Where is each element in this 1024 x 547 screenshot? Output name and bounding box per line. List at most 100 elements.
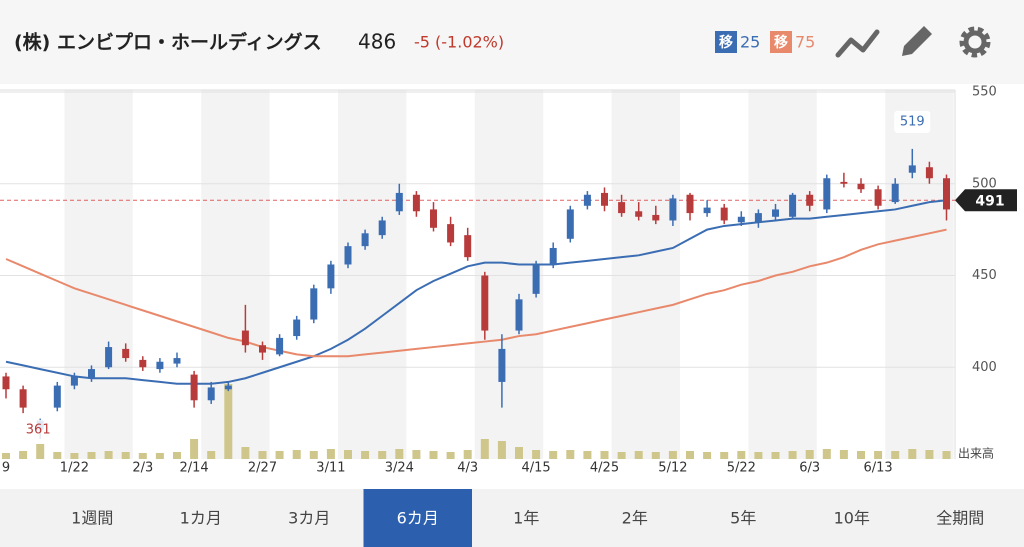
volume-bar <box>344 450 352 459</box>
candle-body <box>310 288 318 320</box>
volume-bar <box>771 452 780 459</box>
candle-body <box>447 224 455 243</box>
legend-badge-label: 移 <box>774 34 788 51</box>
tab[interactable]: 3カ月 <box>288 509 330 528</box>
candle-body <box>686 194 694 214</box>
x-tick-label: 4/3 <box>457 461 478 476</box>
candle-body <box>481 275 489 331</box>
candle-body <box>908 165 916 173</box>
candle-body <box>276 337 284 355</box>
stripe <box>338 90 407 459</box>
volume-bar <box>754 452 763 459</box>
y-tick-label: 450 <box>972 268 997 283</box>
x-tick-label: 5/12 <box>658 461 687 476</box>
volume-bar <box>173 452 181 459</box>
volume-bar <box>839 450 848 459</box>
candle-body <box>88 369 95 379</box>
candle-body <box>293 319 301 337</box>
volume-bar <box>617 452 626 459</box>
volume-bar <box>104 451 113 459</box>
volume-bar <box>703 452 712 459</box>
price-tag-label: 491 <box>975 193 1004 209</box>
tab[interactable]: 6カ月 <box>397 509 439 528</box>
tab[interactable]: 1カ月 <box>180 509 222 528</box>
tab-active[interactable] <box>363 489 473 547</box>
volume-bar <box>190 439 199 459</box>
volume-bar <box>429 451 438 459</box>
tab-bar <box>0 489 1024 547</box>
candle-body <box>207 387 215 401</box>
candle-body <box>737 216 745 223</box>
volume-bar <box>224 384 233 459</box>
candle-body <box>327 264 335 289</box>
volume-bar <box>600 451 609 459</box>
price-tag <box>955 189 1017 212</box>
tab[interactable]: 1年 <box>513 509 539 528</box>
volume-bar <box>207 451 216 459</box>
y-tick-label: 400 <box>972 360 997 375</box>
price: 486 <box>358 30 396 54</box>
price-change: -5 (-1.02%) <box>414 33 504 52</box>
icon-gear[interactable] <box>963 30 987 54</box>
candle-body <box>70 376 78 386</box>
volume-bar <box>87 452 96 459</box>
x-tick-label: 4/15 <box>521 461 550 476</box>
high-box <box>894 110 931 133</box>
high-label: 519 <box>900 114 925 129</box>
stripe <box>64 90 133 459</box>
company-name: (株) エンビプロ・ホールディングス <box>14 31 322 54</box>
candle-body <box>515 299 523 331</box>
candle-body <box>891 183 899 203</box>
volume-bar <box>788 451 797 459</box>
tab[interactable]: 10年 <box>834 509 870 528</box>
volume-bar <box>378 451 387 459</box>
stripe <box>611 90 680 459</box>
volume-bar <box>822 449 831 459</box>
chart-type-icon[interactable] <box>835 29 880 58</box>
candle-body <box>464 235 472 258</box>
volume-bar <box>121 452 130 459</box>
candle-body <box>361 233 369 247</box>
candle-body <box>840 181 848 184</box>
candle-body <box>2 376 10 390</box>
moving-average <box>5 199 947 385</box>
candle-body <box>943 178 950 210</box>
candle-body <box>105 347 113 368</box>
candle-body <box>259 345 266 353</box>
candle-body <box>652 214 660 221</box>
candle-body <box>122 348 130 359</box>
volume-bar <box>634 451 643 459</box>
candle-body <box>532 264 540 294</box>
tab[interactable]: 2年 <box>622 509 648 528</box>
x-tick-label: 2/14 <box>179 461 208 476</box>
volume-bar <box>515 447 523 459</box>
volume-bar <box>891 451 900 459</box>
volume-bar <box>942 451 951 459</box>
volume-bar <box>70 453 79 459</box>
legend: 移 25 移 75 <box>715 31 815 53</box>
tab[interactable]: 1週間 <box>71 509 113 528</box>
stripe <box>474 90 544 459</box>
volume-bar <box>446 452 455 459</box>
volume-bar <box>292 450 301 459</box>
volume-bar <box>241 447 250 459</box>
settings-icon[interactable] <box>959 26 991 58</box>
candle-body <box>395 192 403 212</box>
legend-badge-label: 移 <box>719 34 733 51</box>
tab[interactable]: 5年 <box>730 509 756 528</box>
candle-body <box>498 348 506 382</box>
volume-bar <box>686 451 694 459</box>
volume-bar <box>480 439 489 459</box>
tab[interactable]: 全期間 <box>936 509 984 528</box>
icon-pencil[interactable] <box>902 26 932 56</box>
icon-gear-teeth[interactable] <box>959 26 991 58</box>
tabs: 1週間 1カ月 3カ月 6カ月 1年 2年 5年 10年 全期間 <box>71 489 984 547</box>
candle-body <box>583 194 591 206</box>
candle-body <box>601 192 608 206</box>
candle-body <box>703 207 711 214</box>
candle-body <box>618 202 626 214</box>
candle-body <box>635 211 643 217</box>
draw-icon[interactable] <box>902 26 932 56</box>
icon-line[interactable] <box>835 29 880 58</box>
volume-bar <box>925 450 934 459</box>
